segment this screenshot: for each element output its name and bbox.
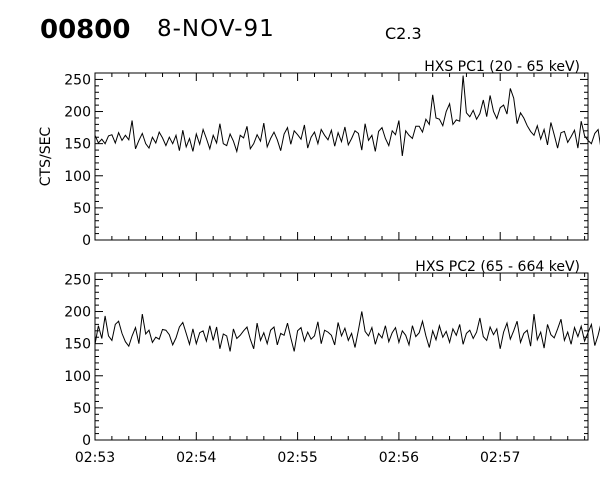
y-tick-label: 50 (73, 201, 91, 217)
count-rate-series-1 (94, 75, 600, 156)
y-tick-label: 150 (64, 137, 91, 153)
x-tick-label: 02:53 (75, 450, 115, 466)
x-tick-label: 02:54 (176, 450, 216, 466)
y-tick-label: 100 (64, 169, 91, 185)
y-tick-label: 0 (82, 233, 91, 249)
plot-frame-2 (94, 272, 589, 441)
y-tick-label: 200 (64, 305, 91, 321)
panel-title: HXS PC1 (20 - 65 keV) (424, 59, 580, 75)
x-tick-label: 02:57 (480, 450, 520, 466)
observation-date: 8-NOV-91 (157, 16, 275, 42)
x-tick-label: 02:55 (277, 450, 317, 466)
y-tick-label: 250 (64, 272, 91, 288)
y-tick-label: 200 (64, 105, 91, 121)
y-tick-label: 250 (64, 72, 91, 88)
flare-class-label: C2.3 (385, 24, 422, 43)
y-tick-label: 50 (73, 401, 91, 417)
y-axis-label: CTS/SEC (38, 127, 54, 187)
count-rate-series-2 (94, 311, 600, 352)
x-tick-label: 02:56 (379, 450, 419, 466)
event-number: 00800 (40, 15, 131, 45)
y-tick-label: 100 (64, 369, 91, 385)
y-tick-label: 0 (82, 433, 91, 449)
y-tick-label: 150 (64, 337, 91, 353)
panel-title: HXS PC2 (65 - 664 keV) (415, 259, 580, 275)
